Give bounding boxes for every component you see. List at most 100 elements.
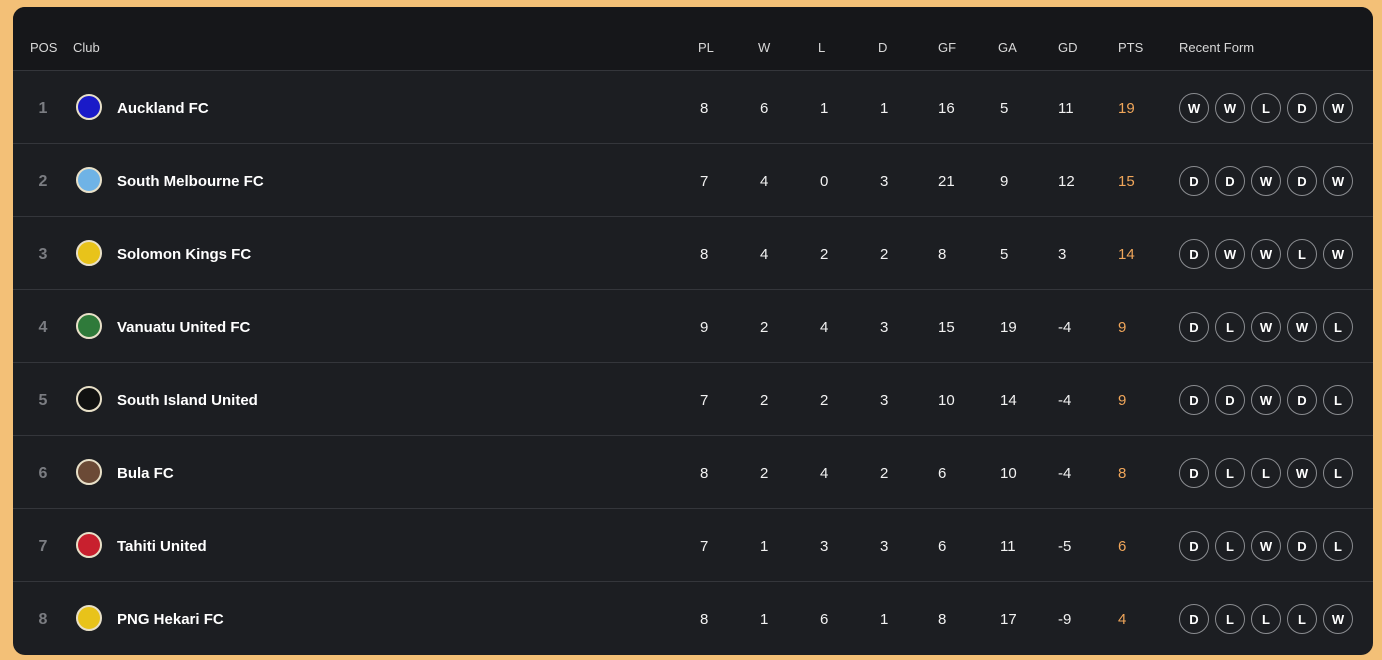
form-result-badge: L — [1251, 604, 1281, 634]
form-result-badge: L — [1215, 312, 1245, 342]
stat-pl: 8 — [700, 246, 709, 263]
stat-l: 0 — [820, 173, 829, 190]
form-result-badge: W — [1251, 239, 1281, 269]
table-row[interactable]: 6 Bula FC 8 2 4 2 6 10 -4 8 D L L W L — [13, 436, 1373, 509]
stat-ga: 10 — [1000, 465, 1017, 482]
table-row[interactable]: 7 Tahiti United 7 1 3 3 6 11 -5 6 D L W D L — [13, 509, 1373, 582]
table-row[interactable]: 4 Vanuatu United FC 9 2 4 3 15 19 -4 9 D L W W L — [13, 290, 1373, 363]
form-result-badge: D — [1287, 385, 1317, 415]
form-result-badge: W — [1287, 458, 1317, 488]
stat-ga: 17 — [1000, 611, 1017, 628]
stat-pl: 7 — [700, 392, 709, 409]
form-result-badge: W — [1251, 531, 1281, 561]
stat-pl: 8 — [700, 465, 709, 482]
form-result-badge: L — [1215, 604, 1245, 634]
table-row[interactable]: 2 South Melbourne FC 7 4 0 3 21 9 12 15 D D W D W — [13, 144, 1373, 217]
stat-pl: 7 — [700, 173, 709, 190]
stat-gf: 6 — [938, 465, 947, 482]
club-logo-icon — [76, 94, 102, 120]
stat-pts: 9 — [1118, 319, 1127, 336]
header-pts: PTS — [1118, 40, 1144, 55]
stat-gd: 11 — [1058, 100, 1074, 117]
stat-w: 4 — [760, 246, 769, 263]
stat-d: 3 — [880, 392, 889, 409]
form-result-badge: W — [1323, 93, 1353, 123]
form-result-badge: D — [1287, 166, 1317, 196]
club-name[interactable]: South Island United — [117, 392, 258, 409]
stat-pts: 6 — [1118, 538, 1127, 555]
club-logo-icon — [76, 605, 102, 631]
stat-ga: 19 — [1000, 319, 1017, 336]
form-result-badge: L — [1323, 458, 1353, 488]
header-pos: POS — [30, 40, 58, 55]
form-result-badge: D — [1215, 385, 1245, 415]
stat-gd: 12 — [1058, 173, 1075, 190]
table-row[interactable]: 8 PNG Hekari FC 8 1 6 1 8 17 -9 4 D L L L W — [13, 582, 1373, 655]
stat-gf: 8 — [938, 611, 947, 628]
stat-pts: 19 — [1118, 100, 1135, 117]
position: 6 — [38, 465, 48, 482]
league-table: POS Club PL W L D GF GA GD PTS Recent Fo… — [13, 7, 1373, 655]
form-result-badge: D — [1179, 604, 1209, 634]
header-l: L — [818, 40, 826, 55]
form-result-badge: W — [1323, 239, 1353, 269]
club-name[interactable]: Auckland FC — [117, 100, 209, 117]
club-name[interactable]: Solomon Kings FC — [117, 246, 252, 263]
table-row[interactable]: 1 Auckland FC 8 6 1 1 16 5 11 19 W W L D W — [13, 71, 1373, 144]
stat-d: 3 — [880, 319, 889, 336]
table-header: POS Club PL W L D GF GA GD PTS Recent Fo… — [13, 7, 1373, 71]
stat-w: 2 — [760, 319, 769, 336]
stat-gd: -4 — [1058, 392, 1072, 409]
stat-pts: 9 — [1118, 392, 1127, 409]
club-name[interactable]: South Melbourne FC — [117, 173, 264, 190]
club-logo-icon — [76, 532, 102, 558]
club-name[interactable]: Tahiti United — [117, 538, 207, 555]
stat-ga: 14 — [1000, 392, 1017, 409]
table-row[interactable]: 5 South Island United 7 2 2 3 10 14 -4 9 D D W D L — [13, 363, 1373, 436]
stat-d: 2 — [880, 246, 889, 263]
header-gd: GD — [1058, 40, 1078, 55]
club-name[interactable]: Bula FC — [117, 465, 174, 482]
stat-pts: 15 — [1118, 173, 1135, 190]
stat-pts: 14 — [1118, 246, 1135, 263]
stat-l: 2 — [820, 392, 829, 409]
header-d: D — [878, 40, 888, 55]
form-result-badge: W — [1179, 93, 1209, 123]
form-result-badge: W — [1215, 93, 1245, 123]
stat-ga: 9 — [1000, 173, 1009, 190]
stat-gd: -9 — [1058, 611, 1072, 628]
stat-l: 1 — [820, 100, 829, 117]
stat-d: 3 — [880, 173, 889, 190]
form-result-badge: D — [1287, 531, 1317, 561]
form-result-badge: D — [1215, 166, 1245, 196]
club-name[interactable]: Vanuatu United FC — [117, 319, 251, 336]
stat-w: 1 — [760, 611, 769, 628]
stat-gf: 21 — [938, 173, 955, 190]
stat-w: 4 — [760, 173, 769, 190]
table-row[interactable]: 3 Solomon Kings FC 8 4 2 2 8 5 3 14 D W W L W — [13, 217, 1373, 290]
header-ga: GA — [998, 40, 1017, 55]
form-result-badge: D — [1179, 458, 1209, 488]
stat-gf: 10 — [938, 392, 955, 409]
form-result-badge: L — [1323, 312, 1353, 342]
stat-ga: 5 — [1000, 100, 1009, 117]
stat-l: 4 — [820, 465, 829, 482]
stat-gd: 3 — [1058, 246, 1067, 263]
header-w: W — [758, 40, 771, 55]
club-logo-icon — [76, 459, 102, 485]
stat-pts: 4 — [1118, 611, 1127, 628]
form-result-badge: D — [1179, 312, 1209, 342]
header-pl: PL — [698, 40, 714, 55]
stat-pl: 8 — [700, 100, 709, 117]
stat-gf: 15 — [938, 319, 955, 336]
form-result-badge: W — [1251, 312, 1281, 342]
club-name[interactable]: PNG Hekari FC — [117, 611, 224, 628]
position: 4 — [38, 319, 48, 336]
stat-d: 2 — [880, 465, 889, 482]
club-logo-icon — [76, 167, 102, 193]
form-result-badge: D — [1179, 166, 1209, 196]
